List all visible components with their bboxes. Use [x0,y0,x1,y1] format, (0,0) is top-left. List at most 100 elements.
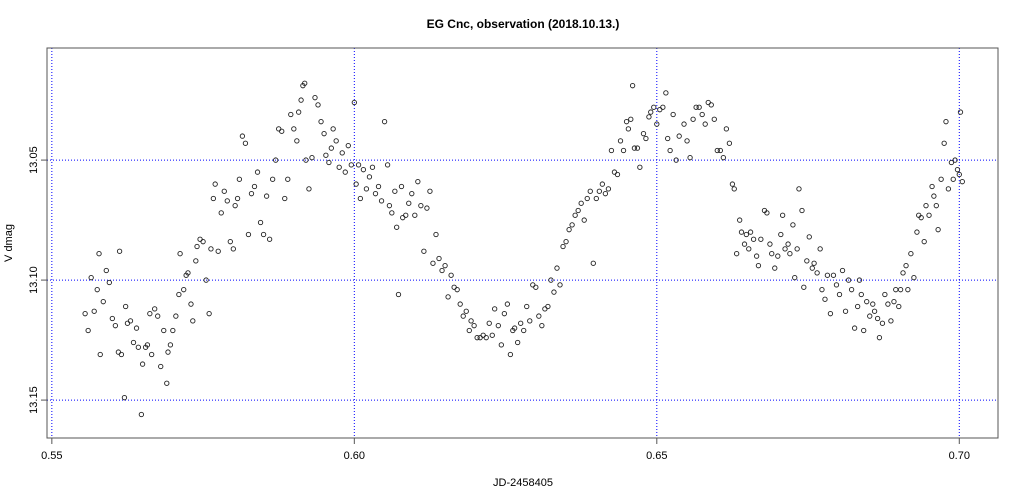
data-point [109,315,115,322]
data-point [463,308,469,314]
data-point [726,140,733,146]
data-point [643,135,649,142]
data-point [326,159,332,166]
data-point [605,186,612,192]
data-point [282,195,288,202]
data-point [593,195,599,202]
data-point [158,363,164,370]
data-point [323,152,329,158]
data-point [687,155,693,161]
data-point [814,270,820,276]
data-point [333,138,339,144]
data-point [118,351,125,358]
data-point [848,287,855,293]
data-point [106,279,112,286]
data-point [448,272,454,278]
data-point [764,210,770,216]
data-point [294,138,300,144]
data-point [468,318,474,324]
data-point [741,241,748,247]
data-point [232,203,238,209]
data-point [460,313,466,319]
data-point [161,327,167,334]
data-point [372,191,379,197]
data-point [554,265,560,271]
data-point [769,251,775,257]
data-point [436,255,442,262]
data-point [945,186,952,192]
data-point [454,287,460,293]
data-point [897,287,904,293]
data-point [442,263,448,269]
data-point [348,162,354,168]
data-point [699,111,705,118]
data-point [234,195,241,202]
data-point [152,306,158,312]
data-point [147,311,153,317]
data-point [729,181,736,187]
data-point [608,147,615,154]
data-point [599,181,606,187]
data-point [270,176,276,182]
y-axis: 13.05 13.10 13.15 [28,146,47,414]
data-point [634,145,641,151]
data-point [625,126,632,132]
data-point [861,327,867,334]
data-point [648,109,654,115]
data-point [254,169,261,175]
data-point [952,157,958,163]
data-point [206,311,212,317]
data-point [177,251,183,257]
data-point [874,315,881,322]
data-point [521,327,527,334]
data-point [918,215,924,221]
data-point [378,198,385,204]
data-point [708,102,714,108]
data-point [200,239,206,245]
data-point [676,133,682,139]
data-point [395,291,402,298]
y-tick-label: 13.15 [28,386,40,414]
data-point [876,335,883,341]
x-tick-label: 0.65 [646,450,667,462]
data-point [88,275,94,281]
data-point [197,236,203,242]
data-point [572,212,578,218]
data-point [702,121,708,127]
data-point [445,294,451,300]
data-point [772,265,778,271]
y-tick-label: 13.05 [28,146,40,174]
data-point [398,183,405,190]
data-point [103,267,109,274]
data-point [474,335,480,341]
data-point [819,287,825,293]
data-point [888,318,894,324]
data-point [330,126,336,132]
data-point [122,303,129,310]
data-point [867,313,873,319]
data-point [498,342,504,348]
data-point [418,203,424,209]
data-point [138,411,145,418]
data-point [575,207,581,214]
data-point [185,270,191,276]
data-point [896,303,902,310]
data-point [943,119,949,125]
data-point [97,351,103,358]
data-point [406,200,412,206]
chart-title: EG Cnc, observation (2018.10.13.) [427,17,620,31]
data-point [842,308,849,314]
data-point [903,263,909,269]
data-point [279,128,285,134]
plot-frame [46,47,999,439]
data-point [210,195,217,202]
data-point [386,203,393,209]
data-point [285,176,291,182]
x-tick-label: 0.55 [41,450,62,462]
data-point [670,111,676,118]
data-point [492,306,498,312]
data-point [948,159,955,166]
data-point [501,311,508,317]
data-point [85,327,91,334]
data-point [660,104,666,110]
